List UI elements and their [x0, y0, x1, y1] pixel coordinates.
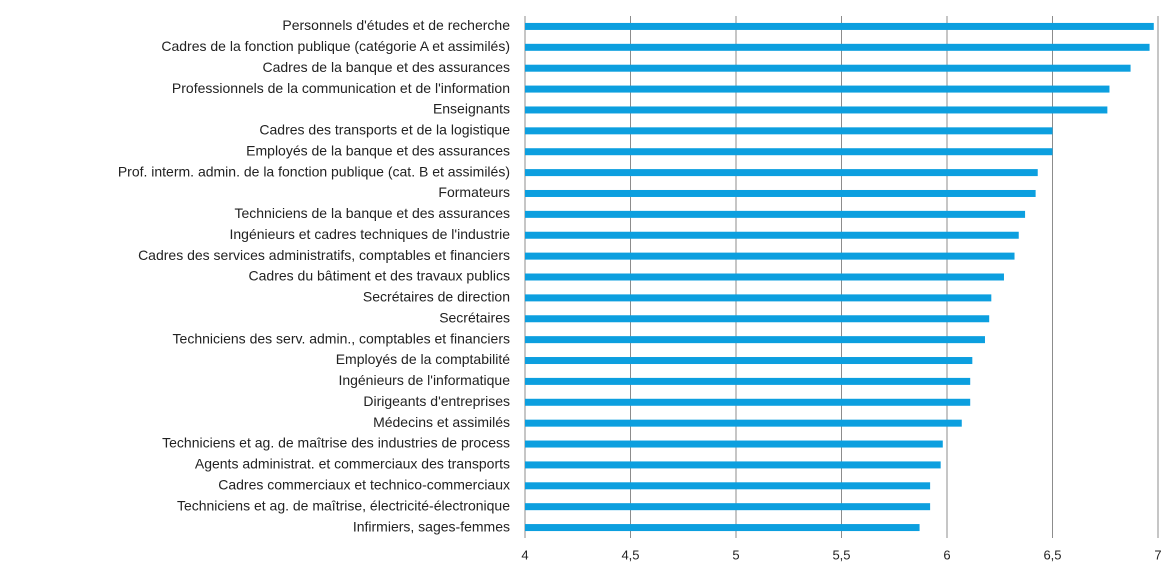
- bar: [525, 22, 1154, 30]
- y-tick-label: Ingénieurs et cadres techniques de l'ind…: [229, 226, 510, 242]
- x-tick-label: 6,5: [1043, 547, 1061, 562]
- bar: [525, 231, 1019, 239]
- y-tick-label: Cadres de la fonction publique (catégori…: [161, 38, 510, 54]
- bar: [525, 169, 1038, 177]
- y-tick-label: Employés de la banque et des assurances: [246, 142, 510, 158]
- bar: [525, 210, 1026, 218]
- y-tick-label: Secrétaires de direction: [363, 289, 510, 305]
- bar: [525, 106, 1108, 114]
- x-tick-label: 7: [1154, 547, 1161, 562]
- y-tick-label: Techniciens des serv. admin., comptables…: [173, 330, 510, 346]
- bar: [525, 419, 962, 427]
- bar: [525, 398, 971, 406]
- y-tick-label: Infirmiers, sages-femmes: [353, 518, 510, 534]
- x-tick-label: 6: [943, 547, 950, 562]
- y-tick-label: Professionnels de la communication et de…: [172, 80, 510, 96]
- bar: [525, 315, 990, 323]
- y-tick-label: Dirigeants d'entreprises: [363, 393, 510, 409]
- bar: [525, 252, 1015, 260]
- bar: [525, 461, 941, 469]
- y-tick-label: Cadres des transports et de la logistiqu…: [259, 122, 510, 138]
- bar: [525, 440, 943, 448]
- bar: [525, 294, 992, 302]
- y-tick-label: Prof. interm. admin. de la fonction publ…: [118, 163, 510, 179]
- y-tick-label: Cadres des services administratifs, comp…: [138, 247, 510, 263]
- bar: [525, 148, 1053, 156]
- bar: [525, 357, 973, 365]
- y-tick-label: Cadres du bâtiment et des travaux public…: [249, 268, 510, 284]
- y-tick-label: Techniciens de la banque et des assuranc…: [234, 205, 510, 221]
- bar: [525, 189, 1036, 197]
- bar: [525, 43, 1150, 51]
- y-tick-label: Médecins et assimilés: [373, 414, 510, 430]
- x-tick-label: 4: [521, 547, 528, 562]
- y-tick-label: Agents administrat. et commerciaux des t…: [195, 456, 510, 472]
- y-tick-label: Enseignants: [433, 101, 510, 117]
- y-tick-label: Personnels d'études et de recherche: [282, 17, 510, 33]
- y-tick-label: Techniciens et ag. de maîtrise, électric…: [177, 497, 510, 513]
- y-tick-label: Cadres commerciaux et technico-commercia…: [218, 477, 510, 493]
- bar: [525, 524, 920, 532]
- bar: [525, 482, 931, 490]
- bar: [525, 503, 931, 511]
- bar: [525, 85, 1110, 93]
- y-tick-label: Secrétaires: [439, 309, 510, 325]
- bar: [525, 336, 985, 344]
- x-tick-label: 4,5: [621, 547, 639, 562]
- y-tick-label: Formateurs: [438, 184, 510, 200]
- y-tick-label: Cadres de la banque et des assurances: [263, 59, 511, 75]
- bar: [525, 127, 1053, 135]
- x-tick-label: 5: [732, 547, 739, 562]
- y-tick-label: Employés de la comptabilité: [336, 351, 511, 367]
- bar: [525, 377, 971, 385]
- y-tick-label: Techniciens et ag. de maîtrise des indus…: [162, 435, 510, 451]
- x-tick-label: 5,5: [832, 547, 850, 562]
- bar: [525, 273, 1004, 281]
- bar: [525, 64, 1131, 72]
- y-tick-label: Ingénieurs de l'informatique: [338, 372, 510, 388]
